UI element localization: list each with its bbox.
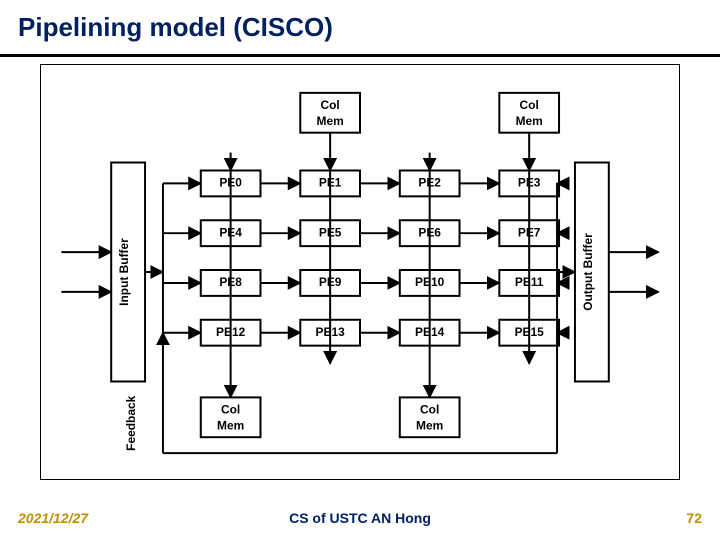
slide-footer: CS of USTC AN Hong (0, 510, 720, 526)
svg-text:Col: Col (221, 402, 240, 416)
svg-text:Input Buffer: Input Buffer (117, 238, 131, 306)
svg-text:Col: Col (420, 402, 439, 416)
svg-text:Feedback: Feedback (124, 395, 138, 450)
svg-text:Mem: Mem (416, 418, 443, 432)
page-number: 72 (686, 510, 702, 526)
title-rule (0, 54, 720, 57)
svg-text:Mem: Mem (317, 114, 344, 128)
svg-text:Mem: Mem (217, 418, 244, 432)
svg-text:Output Buffer: Output Buffer (581, 233, 595, 311)
pipeline-diagram: Input BufferOutput BufferPE0PE1PE2PE3PE4… (40, 64, 680, 480)
svg-text:Col: Col (321, 98, 340, 112)
page-title: Pipelining model (CISCO) (18, 12, 333, 43)
svg-text:Mem: Mem (516, 114, 543, 128)
svg-text:Col: Col (520, 98, 539, 112)
